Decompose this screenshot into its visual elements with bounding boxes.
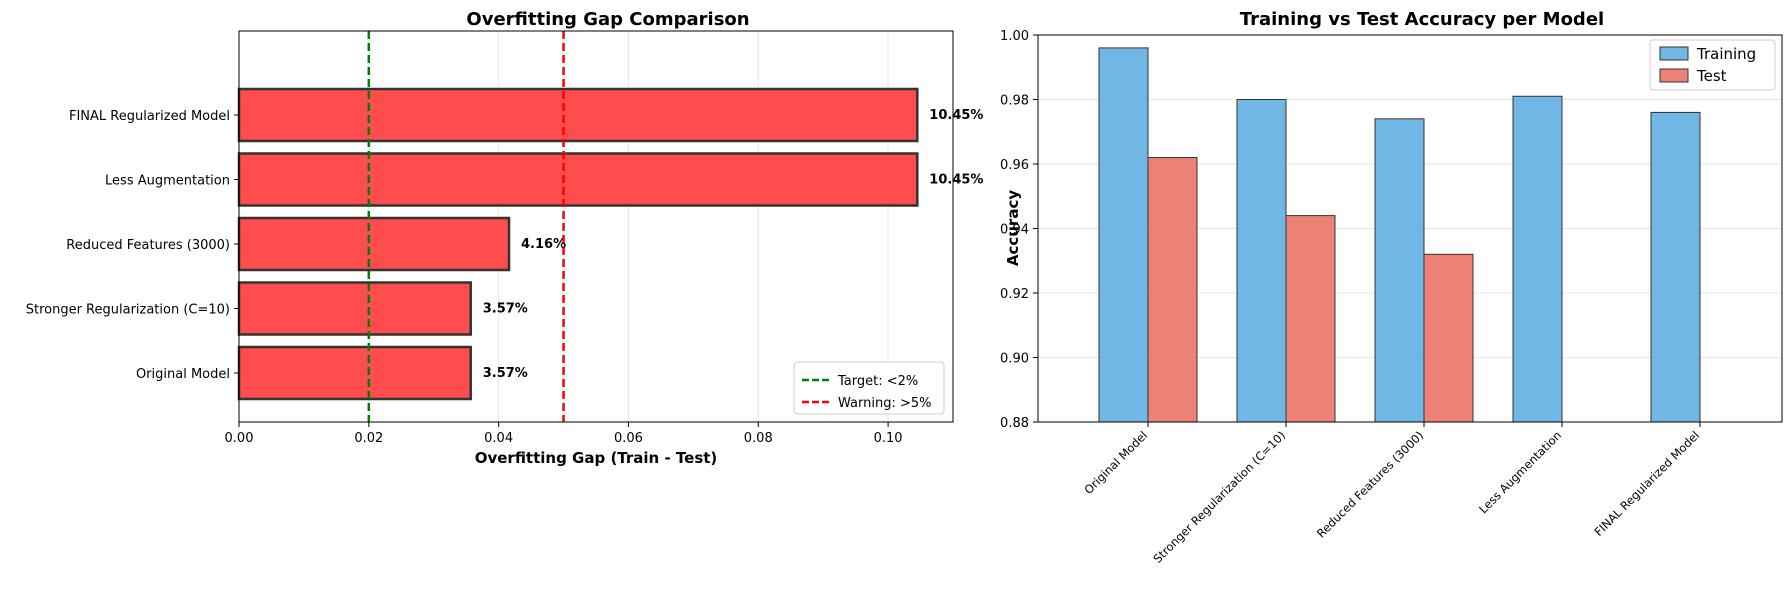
legend-training-label: Training [1696, 45, 1756, 63]
y-tick-label-reduced-features-3000: Reduced Features (3000) [66, 238, 230, 253]
bar-reduced-features-3000 [237, 216, 511, 272]
bar-stronger-regularization-c-10 [237, 281, 472, 336]
y-tick-label: 0.94 [1000, 223, 1029, 238]
gap-chart: Overfitting Gap Comparison 3.57% 3.57% 4.1… [26, 9, 984, 467]
gap-chart-x-axis-label: Overfitting Gap (Train - Test) [475, 449, 718, 467]
accuracy-chart-y-axis-label: Accuracy [1004, 190, 1022, 266]
legend-warning-label: Warning: >5% [838, 396, 931, 411]
y-tick-label-final-regularized-model: FINAL Regularized Model [69, 109, 230, 124]
accuracy-chart-title: Training vs Test Accuracy per Model [1240, 9, 1604, 30]
bar-training-stronger-regularization-c-10 [1236, 99, 1287, 423]
accuracy-chart: Training vs Test Accuracy per Model 0.88… [1000, 9, 1783, 566]
x-tick-label-less-augmentation: Less Augmentation [1476, 428, 1564, 516]
accuracy-chart-y-ticks: 0.88 0.90 0.92 0.94 0.96 0.98 1.00 [1000, 29, 1038, 431]
y-tick-label: 0.90 [1000, 352, 1029, 367]
y-tick-label-less-augmentation: Less Augmentation [105, 174, 230, 189]
x-tick-label-original-model: Original Model [1081, 428, 1150, 497]
x-tick-label-reduced-features-3000: Reduced Features (3000) [1314, 428, 1426, 540]
legend-training-swatch [1659, 46, 1689, 61]
x-tick-label-stronger-regularization-c-10: Stronger Regularization (C=10) [1150, 428, 1288, 566]
y-tick-label-stronger-regularization-c-10: Stronger Regularization (C=10) [26, 303, 230, 318]
x-tick-label: 0.06 [614, 431, 643, 446]
value-label-final-regularized-model: 10.45% [929, 108, 983, 123]
gap-chart-plot-frame [238, 30, 954, 423]
bar-test-reduced-features-3000 [1423, 253, 1474, 423]
accuracy-chart-x-ticks: Original Model Stronger Regularization (C… [1081, 422, 1702, 566]
accuracy-chart-bars [1098, 47, 1701, 423]
x-tick-label: 0.04 [484, 431, 513, 446]
x-tick-label: 0.08 [744, 431, 773, 446]
value-label-stronger-regularization-c-10: 3.57% [483, 302, 528, 317]
y-tick-label: 0.96 [1000, 158, 1029, 173]
bar-original-model [237, 345, 472, 401]
gap-chart-x-ticks: 0.00 0.02 0.04 0.06 0.08 0.10 [225, 422, 903, 446]
bar-training-reduced-features-3000 [1374, 118, 1425, 423]
bar-test-original-model [1147, 157, 1198, 423]
gap-chart-bars [237, 87, 919, 401]
gap-chart-value-labels: 3.57% 3.57% 4.16% 10.45% 10.45% [483, 108, 984, 381]
gap-chart-legend-box [793, 361, 945, 415]
bar-training-final-regularized-model [1650, 111, 1701, 423]
value-label-less-augmentation: 10.45% [929, 173, 983, 188]
bar-test-stronger-regularization-c-10 [1285, 215, 1336, 423]
x-tick-label: 0.10 [874, 431, 903, 446]
x-tick-label-final-regularized-model: FINAL Regularized Model [1592, 428, 1703, 539]
y-tick-label: 0.88 [1000, 416, 1029, 431]
gap-chart-title: Overfitting Gap Comparison [466, 9, 749, 30]
y-tick-label: 1.00 [1000, 29, 1029, 44]
legend-target-label: Target: <2% [837, 374, 918, 389]
value-label-reduced-features-3000: 4.16% [521, 237, 566, 252]
bar-final-regularized-model [237, 87, 919, 143]
gap-chart-reference-lines [367, 31, 565, 422]
accuracy-chart-legend: Training Test [1649, 39, 1776, 91]
bar-less-augmentation [237, 152, 919, 207]
y-tick-label-original-model: Original Model [136, 367, 230, 382]
x-tick-label: 0.02 [354, 431, 383, 446]
y-tick-label: 0.98 [1000, 94, 1029, 109]
bar-training-original-model [1098, 47, 1149, 423]
legend-test-swatch [1659, 68, 1689, 83]
value-label-original-model: 3.57% [483, 366, 528, 381]
legend-test-label: Test [1696, 67, 1727, 85]
gap-chart-y-ticks: Original Model Stronger Regularization (C… [26, 109, 239, 382]
bar-training-less-augmentation [1512, 95, 1563, 423]
y-tick-label: 0.92 [1000, 287, 1029, 302]
gap-chart-legend: Target: <2% Warning: >5% [793, 361, 945, 415]
x-tick-label: 0.00 [225, 431, 254, 446]
